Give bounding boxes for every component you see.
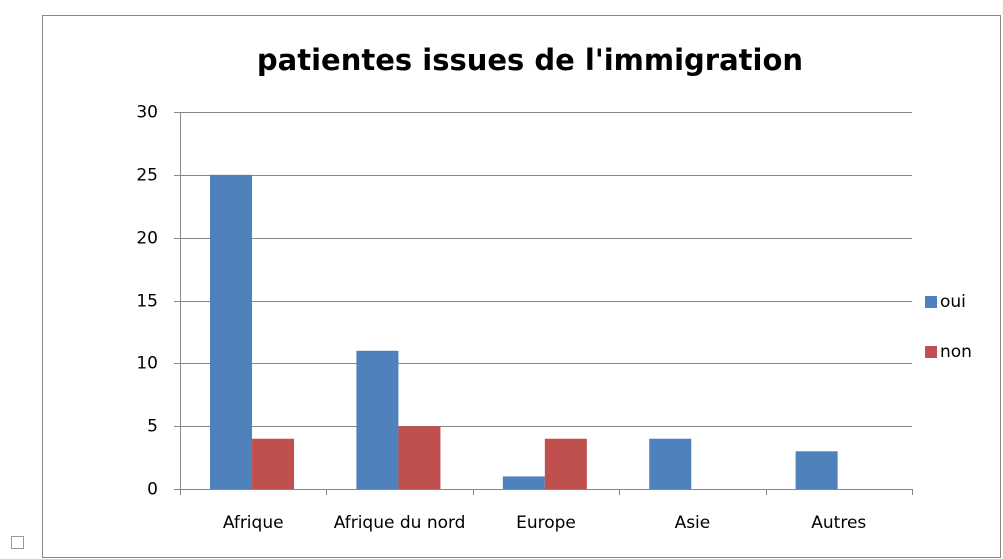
legend-swatch — [925, 296, 937, 308]
legend-label: non — [940, 342, 972, 362]
chart-frame — [42, 15, 1001, 558]
legend-label: oui — [940, 292, 966, 312]
bar — [210, 174, 253, 490]
legend-swatch — [925, 346, 937, 358]
bar — [252, 438, 295, 489]
checkbox[interactable] — [11, 536, 24, 549]
bar — [795, 451, 838, 489]
y-tick-label: 10 — [136, 354, 158, 374]
y-tick-label: 30 — [136, 103, 158, 123]
bar — [398, 426, 441, 489]
bar — [544, 438, 587, 489]
y-tick-label: 25 — [136, 166, 158, 186]
x-tick-label: Afrique du nord — [334, 513, 466, 533]
y-tick-label: 0 — [147, 480, 158, 500]
x-tick-label: Asie — [675, 513, 711, 533]
bar — [356, 350, 399, 489]
y-tick-label: 15 — [136, 292, 158, 312]
x-tick-label: Autres — [811, 513, 866, 533]
y-tick-label: 5 — [147, 417, 158, 437]
x-tick-label: Afrique — [223, 513, 284, 533]
bar — [649, 438, 692, 489]
x-tick-label: Europe — [516, 513, 576, 533]
chart-title: patientes issues de l'immigration — [257, 43, 803, 77]
bar — [502, 476, 545, 489]
y-tick-label: 20 — [136, 229, 158, 249]
